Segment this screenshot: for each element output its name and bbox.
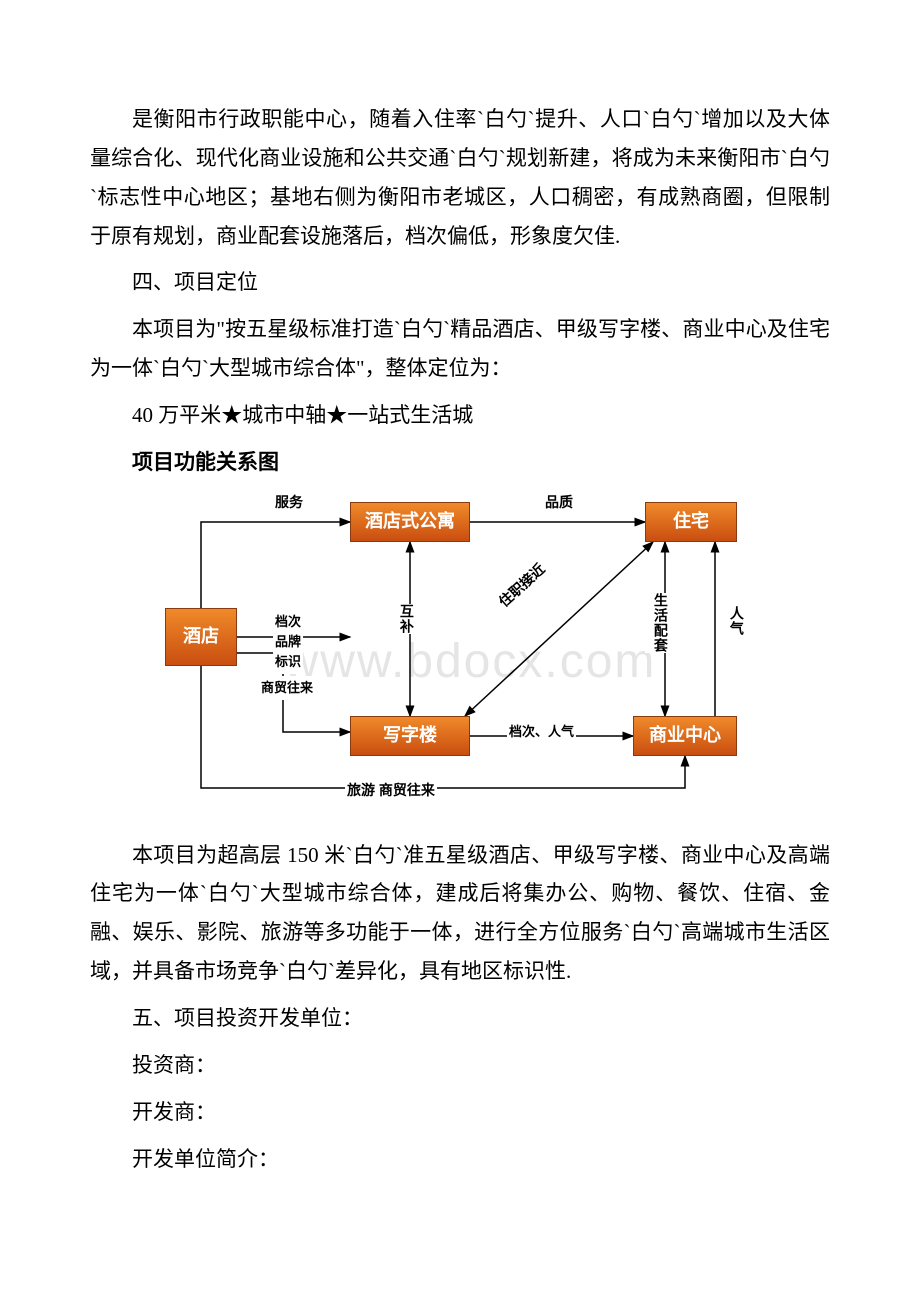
node-apartment-label: 酒店式公寓 [365, 505, 455, 538]
body-paragraph-7: 开发单位简介： [90, 1140, 830, 1179]
section-heading-4: 四、项目定位 [90, 263, 830, 302]
diagram-title: 项目功能关系图 [90, 443, 830, 482]
node-commerce: 商业中心 [633, 716, 737, 756]
node-office-label: 写字楼 [383, 719, 437, 752]
body-paragraph-1: 是衡阳市行政职能中心，随着入住率`白勺`提升、人口`白勺`增加以及大体量综合化、… [90, 100, 830, 255]
edge-label-trade: 商贸往来 [259, 676, 315, 700]
edge-label-quality: 品质 [543, 490, 575, 516]
edge-label-service: 服务 [273, 490, 305, 516]
edge-label-popularity: 人气 [721, 606, 751, 636]
body-paragraph-2: 本项目为"按五星级标准打造`白勺`精品酒店、甲级写字楼、商业中心及住宅为一体`白… [90, 310, 830, 388]
node-hotel: 酒店 [165, 608, 237, 666]
body-paragraph-3: 40 万平米★城市中轴★一站式生活城 [90, 396, 830, 435]
edge-label-mutual: 互补 [391, 604, 421, 634]
node-apartment: 酒店式公寓 [350, 502, 470, 542]
node-office: 写字楼 [350, 716, 470, 756]
edge-label-tour-trade: 旅游 商贸往来 [345, 778, 437, 804]
node-residence: 住宅 [645, 502, 737, 542]
edge-label-lifesupport: 生活配套 [645, 593, 675, 653]
function-relation-diagram: www.bdocx.com [155, 488, 765, 818]
diagram-container: www.bdocx.com [90, 488, 830, 818]
body-paragraph-6: 开发商： [90, 1093, 830, 1132]
node-residence-label: 住宅 [673, 505, 709, 538]
body-paragraph-4: 本项目为超高层 150 米`白勺`准五星级酒店、甲级写字楼、商业中心及高端住宅为… [90, 836, 830, 991]
node-commerce-label: 商业中心 [649, 719, 721, 752]
edge-label-grade-pop: 档次、人气 [507, 720, 576, 744]
body-paragraph-5: 投资商： [90, 1046, 830, 1085]
section-heading-5: 五、项目投资开发单位： [90, 999, 830, 1038]
edge-label-identity: 标识 [273, 650, 303, 674]
node-hotel-label: 酒店 [183, 620, 219, 653]
